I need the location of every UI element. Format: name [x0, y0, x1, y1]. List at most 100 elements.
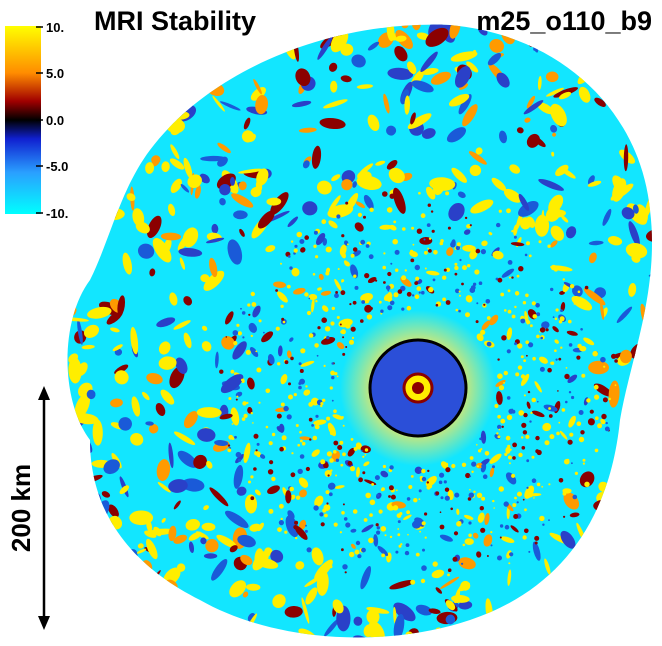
- field-patch: [361, 524, 374, 533]
- field-speckle: [445, 300, 451, 305]
- field-speckle: [245, 349, 251, 355]
- field-patch: [95, 224, 103, 249]
- field-patch: [136, 118, 148, 128]
- field-patch: [230, 627, 244, 638]
- field-patch: [270, 549, 284, 563]
- field-patch: [567, 374, 578, 384]
- field-patch: [205, 539, 219, 553]
- field-patch: [255, 626, 270, 638]
- field-patch: [203, 505, 209, 511]
- field-patch: [450, 51, 478, 62]
- field-patch: [506, 327, 513, 341]
- field-patch: [256, 168, 269, 186]
- field-speckle: [397, 289, 403, 294]
- field-patch: [410, 112, 416, 125]
- field-patch: [215, 351, 219, 369]
- field-speckle: [342, 452, 346, 457]
- field-speckle: [352, 509, 358, 514]
- field-patch: [560, 530, 576, 549]
- field-speckle: [451, 463, 456, 469]
- field-patch: [353, 616, 363, 626]
- field-patch: [537, 606, 546, 617]
- field-patch: [137, 597, 149, 610]
- field-patch: [531, 609, 550, 624]
- field-speckle: [248, 480, 251, 484]
- field-speckle: [230, 369, 235, 374]
- field-speckle: [240, 307, 242, 310]
- field-speckle: [397, 528, 400, 530]
- field-patch: [74, 157, 85, 175]
- field-speckle: [511, 230, 514, 233]
- stability-field: [67, 24, 653, 638]
- field-speckle: [281, 435, 287, 441]
- field-patch: [193, 454, 207, 469]
- field-patch: [94, 631, 104, 638]
- field-speckle: [313, 505, 319, 511]
- field-patch: [448, 93, 470, 107]
- field-speckle: [614, 359, 618, 363]
- field-speckle: [384, 534, 387, 537]
- field-patch: [89, 91, 107, 101]
- field-speckle: [503, 370, 508, 376]
- field-patch: [137, 543, 144, 549]
- field-speckle: [604, 426, 610, 432]
- field-patch: [291, 100, 312, 108]
- field-speckle: [330, 370, 335, 376]
- field-speckle: [386, 207, 393, 213]
- field-speckle: [514, 496, 517, 500]
- field-speckle: [541, 485, 544, 488]
- field-speckle: [298, 385, 302, 390]
- field-patch: [511, 637, 528, 638]
- field-speckle: [469, 475, 472, 478]
- field-speckle: [289, 396, 292, 399]
- field-speckle: [375, 523, 379, 527]
- field-speckle: [522, 535, 527, 540]
- field-speckle: [582, 462, 586, 465]
- field-speckle: [480, 468, 484, 472]
- field-patch: [355, 442, 362, 450]
- field-patch: [276, 426, 283, 433]
- field-patch: [235, 453, 245, 464]
- field-speckle: [413, 498, 418, 503]
- field-speckle: [517, 365, 523, 370]
- field-patch: [152, 237, 172, 263]
- field-patch: [119, 571, 133, 586]
- field-speckle: [504, 524, 510, 530]
- field-speckle: [421, 476, 427, 482]
- field-speckle: [471, 461, 477, 467]
- field-speckle: [312, 435, 318, 441]
- field-speckle: [288, 255, 291, 258]
- field-patch: [320, 290, 332, 296]
- field-patch: [549, 610, 558, 620]
- field-speckle: [608, 397, 611, 401]
- field-patch: [173, 431, 196, 446]
- field-patch: [220, 374, 244, 394]
- field-speckle: [231, 423, 234, 425]
- field-speckle: [232, 330, 239, 336]
- field-speckle: [306, 310, 312, 316]
- field-patch: [421, 128, 436, 139]
- field-patch: [534, 214, 550, 237]
- field-speckle: [283, 405, 289, 412]
- field-patch: [267, 354, 275, 365]
- field-patch: [340, 43, 354, 56]
- field-speckle: [525, 340, 529, 345]
- field-speckle: [432, 561, 438, 567]
- field-patch: [459, 83, 469, 90]
- field-patch: [328, 62, 338, 72]
- field-speckle: [572, 494, 578, 500]
- field-patch: [330, 80, 338, 93]
- field-patch: [287, 216, 299, 228]
- field-patch: [600, 301, 605, 320]
- field-patch: [587, 180, 602, 187]
- field-patch: [156, 317, 176, 328]
- field-speckle: [442, 297, 446, 302]
- field-speckle: [516, 501, 519, 504]
- field-speckle: [497, 277, 503, 283]
- field-speckle: [497, 414, 501, 419]
- field-speckle: [376, 530, 381, 535]
- field-speckle: [315, 300, 318, 303]
- field-patch: [183, 296, 193, 306]
- field-speckle: [520, 374, 526, 379]
- field-speckle: [478, 449, 482, 453]
